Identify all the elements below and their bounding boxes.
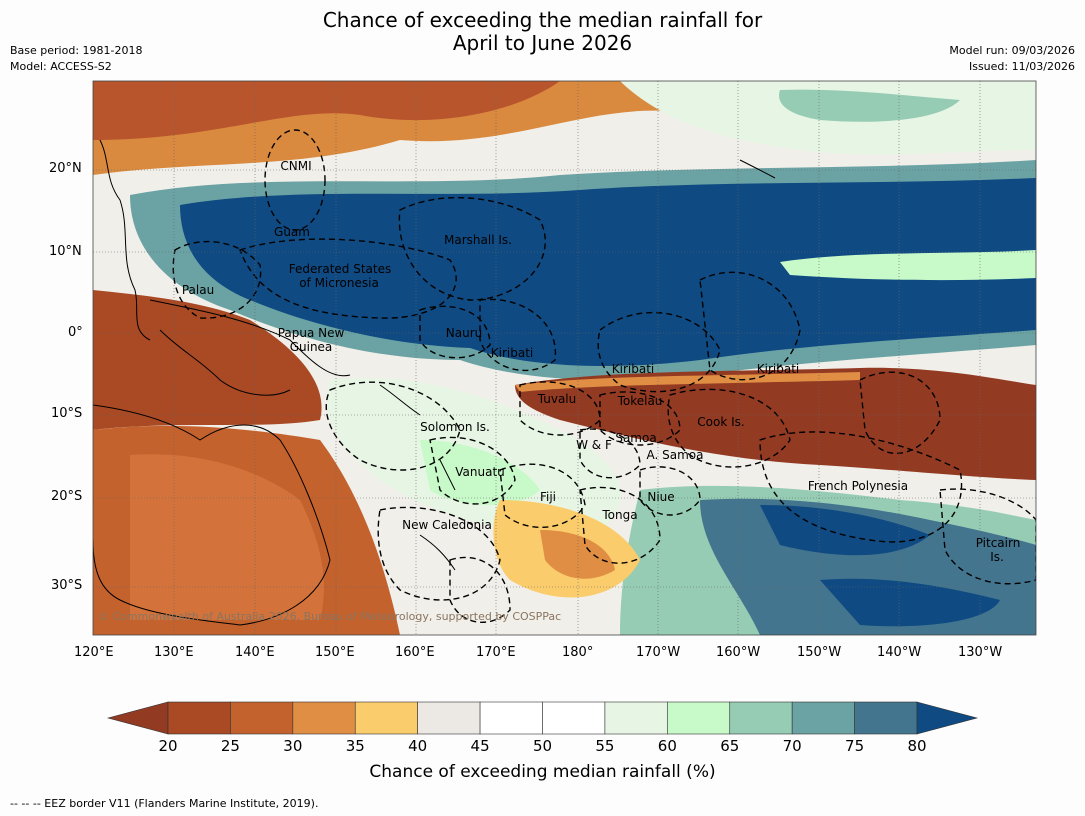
region-label-pitcairn-line1: Pitcairn	[975, 536, 1021, 550]
colorbar-high-extension	[916, 701, 979, 735]
region-label-fsm-line1: Federated States	[288, 262, 392, 276]
lon-tick-140w: 140°W	[877, 645, 922, 660]
colorbar-bin-65-70	[729, 701, 793, 735]
region-label-wallis-futuna: W & F	[576, 438, 612, 452]
colorbar-bin-50-55	[542, 701, 606, 735]
colorbar-label-35: 35	[345, 737, 365, 755]
region-label-png-line2: Guinea	[289, 340, 333, 354]
wet-core-north	[180, 178, 1036, 367]
region-label-marshall: Marshall Is.	[444, 233, 512, 247]
eez-footnote: -- -- -- EEZ border V11 (Flanders Marine…	[10, 797, 319, 810]
lon-tick-150e: 150°E	[315, 645, 355, 660]
region-label-fsm-line2: of Micronesia	[299, 276, 379, 290]
region-label-french-polynesia: French Polynesia	[807, 479, 909, 493]
region-label-fiji: Fiji	[539, 490, 557, 504]
colorbar-label-45: 45	[470, 737, 490, 755]
region-label-tonga: Tonga	[602, 508, 638, 522]
region-label-cnmi: CNMI	[280, 159, 312, 173]
region-label-american-samoa: A. Samoa	[646, 448, 704, 462]
lon-tick-180: 180°	[562, 645, 594, 660]
colorbar-title: Chance of exceeding median rainfall (%)	[369, 762, 716, 782]
coastlines	[93, 139, 776, 626]
colorbar-label-40: 40	[408, 737, 428, 755]
dry-core-north	[93, 81, 560, 140]
lon-tick-170e: 170°E	[476, 645, 516, 660]
region-label-vanuatu: Vanuatu	[455, 465, 505, 479]
map-field	[93, 81, 1036, 635]
dry-tongue-equatorial	[515, 367, 1036, 480]
region-label-kiribati-west: Kiribati	[490, 346, 534, 360]
region-label-nauru: Nauru	[445, 326, 483, 340]
lon-tick-160e: 160°E	[395, 645, 435, 660]
lat-tick-10n: 10°N	[49, 244, 82, 259]
map-frame	[92, 80, 1037, 636]
base-period: Base period: 1981-2018	[10, 44, 143, 57]
colorbar-label-30: 30	[283, 737, 303, 755]
colorbar-bin-35-40	[354, 701, 418, 735]
graticule	[93, 81, 1036, 635]
wet-patch-northeast	[779, 89, 960, 122]
colorbar-bin-45-50	[479, 701, 543, 735]
lon-tick-120e: 120°E	[74, 645, 114, 660]
colorbar-label-60: 60	[657, 737, 677, 755]
lat-tick-20n: 20°N	[49, 161, 82, 176]
colorbar-bin-60-65	[667, 701, 731, 735]
colorbar-bin-55-60	[604, 701, 668, 735]
wet-core-south	[820, 578, 1000, 627]
dry-patch-south-inner	[540, 530, 615, 579]
lon-tick-170w: 170°W	[636, 645, 681, 660]
region-label-png-line1: Papua New	[277, 326, 345, 340]
lat-tick-30s: 30°S	[51, 578, 83, 593]
colorbar-low-extension	[106, 701, 169, 735]
colorbar-bin-75-80	[854, 701, 918, 735]
lon-tick-130w: 130°W	[958, 645, 1003, 660]
colorbar-label-50: 50	[532, 737, 553, 755]
colorbar	[106, 701, 979, 735]
lon-tick-150w: 150°W	[797, 645, 842, 660]
colorbar-label-65: 65	[720, 737, 740, 755]
colorbar-bin-30-35	[292, 701, 356, 735]
colorbar-label-70: 70	[782, 737, 802, 755]
lat-tick-20s: 20°S	[51, 489, 83, 504]
dry-tongue-edge	[515, 372, 860, 392]
colorbar-label-25: 25	[220, 737, 240, 755]
colorbar-bin-25-30	[230, 701, 294, 735]
colorbar-label-55: 55	[595, 737, 615, 755]
colorbar-bin-20-25	[167, 701, 231, 735]
lon-tick-160w: 160°W	[716, 645, 761, 660]
moist-strip	[780, 250, 1036, 281]
region-label-solomon: Solomon Is.	[420, 420, 490, 434]
chart-title-line1: Chance of exceeding the median rainfall …	[322, 8, 763, 32]
region-label-guam: Guam	[274, 225, 310, 239]
colorbar-label-80: 80	[907, 737, 927, 755]
colorbar-label-20: 20	[158, 737, 178, 755]
dry-zone-australia-inner	[130, 454, 324, 620]
lat-tick-10s: 10°S	[51, 406, 83, 421]
colorbar-bin-40-45	[417, 701, 481, 735]
copyright-notice: © Commonwealth of Australia 2026, Bureau…	[98, 610, 562, 623]
wet-core-southeast	[760, 505, 930, 556]
region-label-samoa: Samoa	[615, 431, 657, 445]
model-run-date: Model run: 09/03/2026	[949, 44, 1075, 57]
region-label-tokelau: Tokelau	[617, 394, 663, 408]
region-label-kiribati-east: Kiribati	[756, 362, 800, 376]
region-label-palau: Palau	[181, 283, 215, 297]
region-label-kiribati-central: Kiribati	[611, 362, 655, 376]
lon-tick-130e: 130°E	[154, 645, 194, 660]
region-label-new-caledonia: New Caledonia	[402, 518, 492, 532]
colorbar-bin-70-75	[791, 701, 855, 735]
eez-borders	[172, 129, 1036, 624]
region-label-pitcairn-line2: Is.	[990, 550, 1004, 564]
lon-tick-140e: 140°E	[235, 645, 275, 660]
region-label-niue: Niue	[647, 490, 675, 504]
region-label-tuvalu: Tuvalu	[537, 392, 577, 406]
region-label-cook-islands: Cook Is.	[697, 415, 745, 429]
chart-title-line2: April to June 2026	[452, 31, 633, 55]
issued-date: Issued: 11/03/2026	[968, 60, 1075, 73]
colorbar-label-75: 75	[845, 737, 865, 755]
model-name: Model: ACCESS-S2	[10, 60, 112, 73]
lat-tick-0: 0°	[68, 325, 83, 340]
